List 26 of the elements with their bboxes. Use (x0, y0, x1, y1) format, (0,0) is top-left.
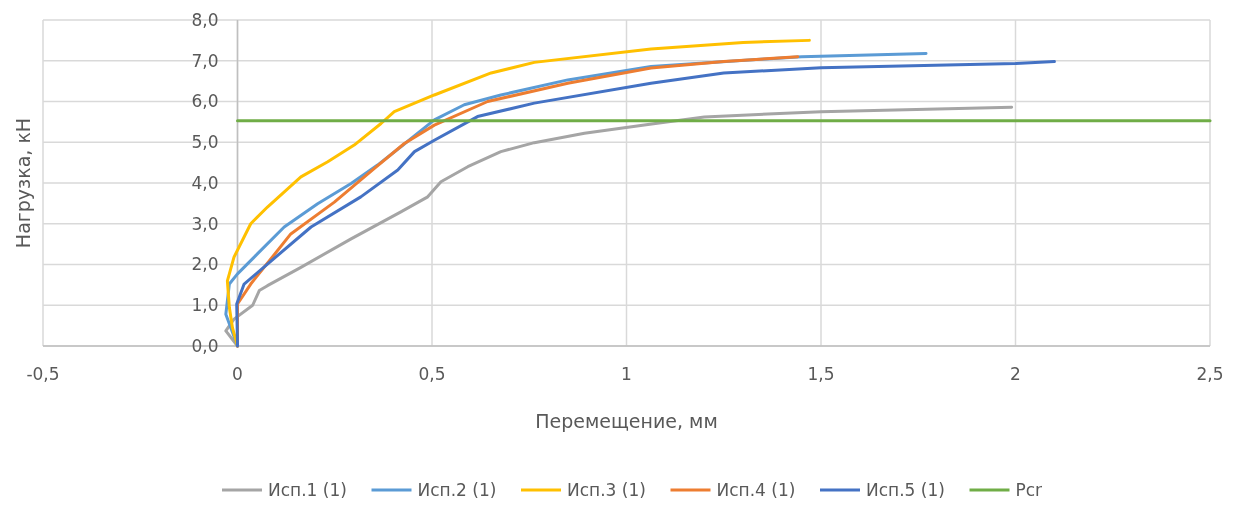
x-axis-title: Перемещение, мм (535, 410, 718, 432)
y-tick-label: 2,0 (191, 254, 219, 275)
legend-label: Исп.1 (1) (268, 479, 347, 500)
legend-label: Исп.4 (1) (716, 479, 796, 500)
line-series (224, 105, 1014, 348)
legend-label: Исп.2 (1) (417, 479, 497, 500)
x-tick-label: 0,5 (418, 364, 446, 384)
y-tick-label: 4,0 (191, 172, 219, 193)
y-tick-label: 0,0 (191, 335, 219, 356)
x-tick-label: 1,5 (807, 364, 835, 384)
x-tick-label: -0,5 (26, 364, 60, 384)
legend-label: Исп.5 (1) (866, 479, 945, 500)
legend-label: Pcr (1015, 479, 1043, 500)
x-tick-label: 0 (232, 364, 243, 384)
x-tick-label: 1 (621, 364, 632, 384)
line-series (235, 60, 1056, 348)
x-tick-label: 2 (1010, 364, 1021, 384)
y-tick-label: 3,0 (191, 213, 219, 234)
y-tick-label: 6,0 (191, 91, 219, 112)
legend-label: Исп.3 (1) (567, 479, 646, 500)
y-tick-label: 8,0 (191, 9, 219, 30)
y-axis-title: Нагрузка, кН (12, 117, 34, 249)
y-tick-label: 5,0 (191, 132, 219, 153)
y-tick-label: 7,0 (191, 50, 219, 71)
y-tick-label: 1,0 (191, 295, 219, 316)
x-tick-label: 2,5 (1196, 364, 1224, 384)
